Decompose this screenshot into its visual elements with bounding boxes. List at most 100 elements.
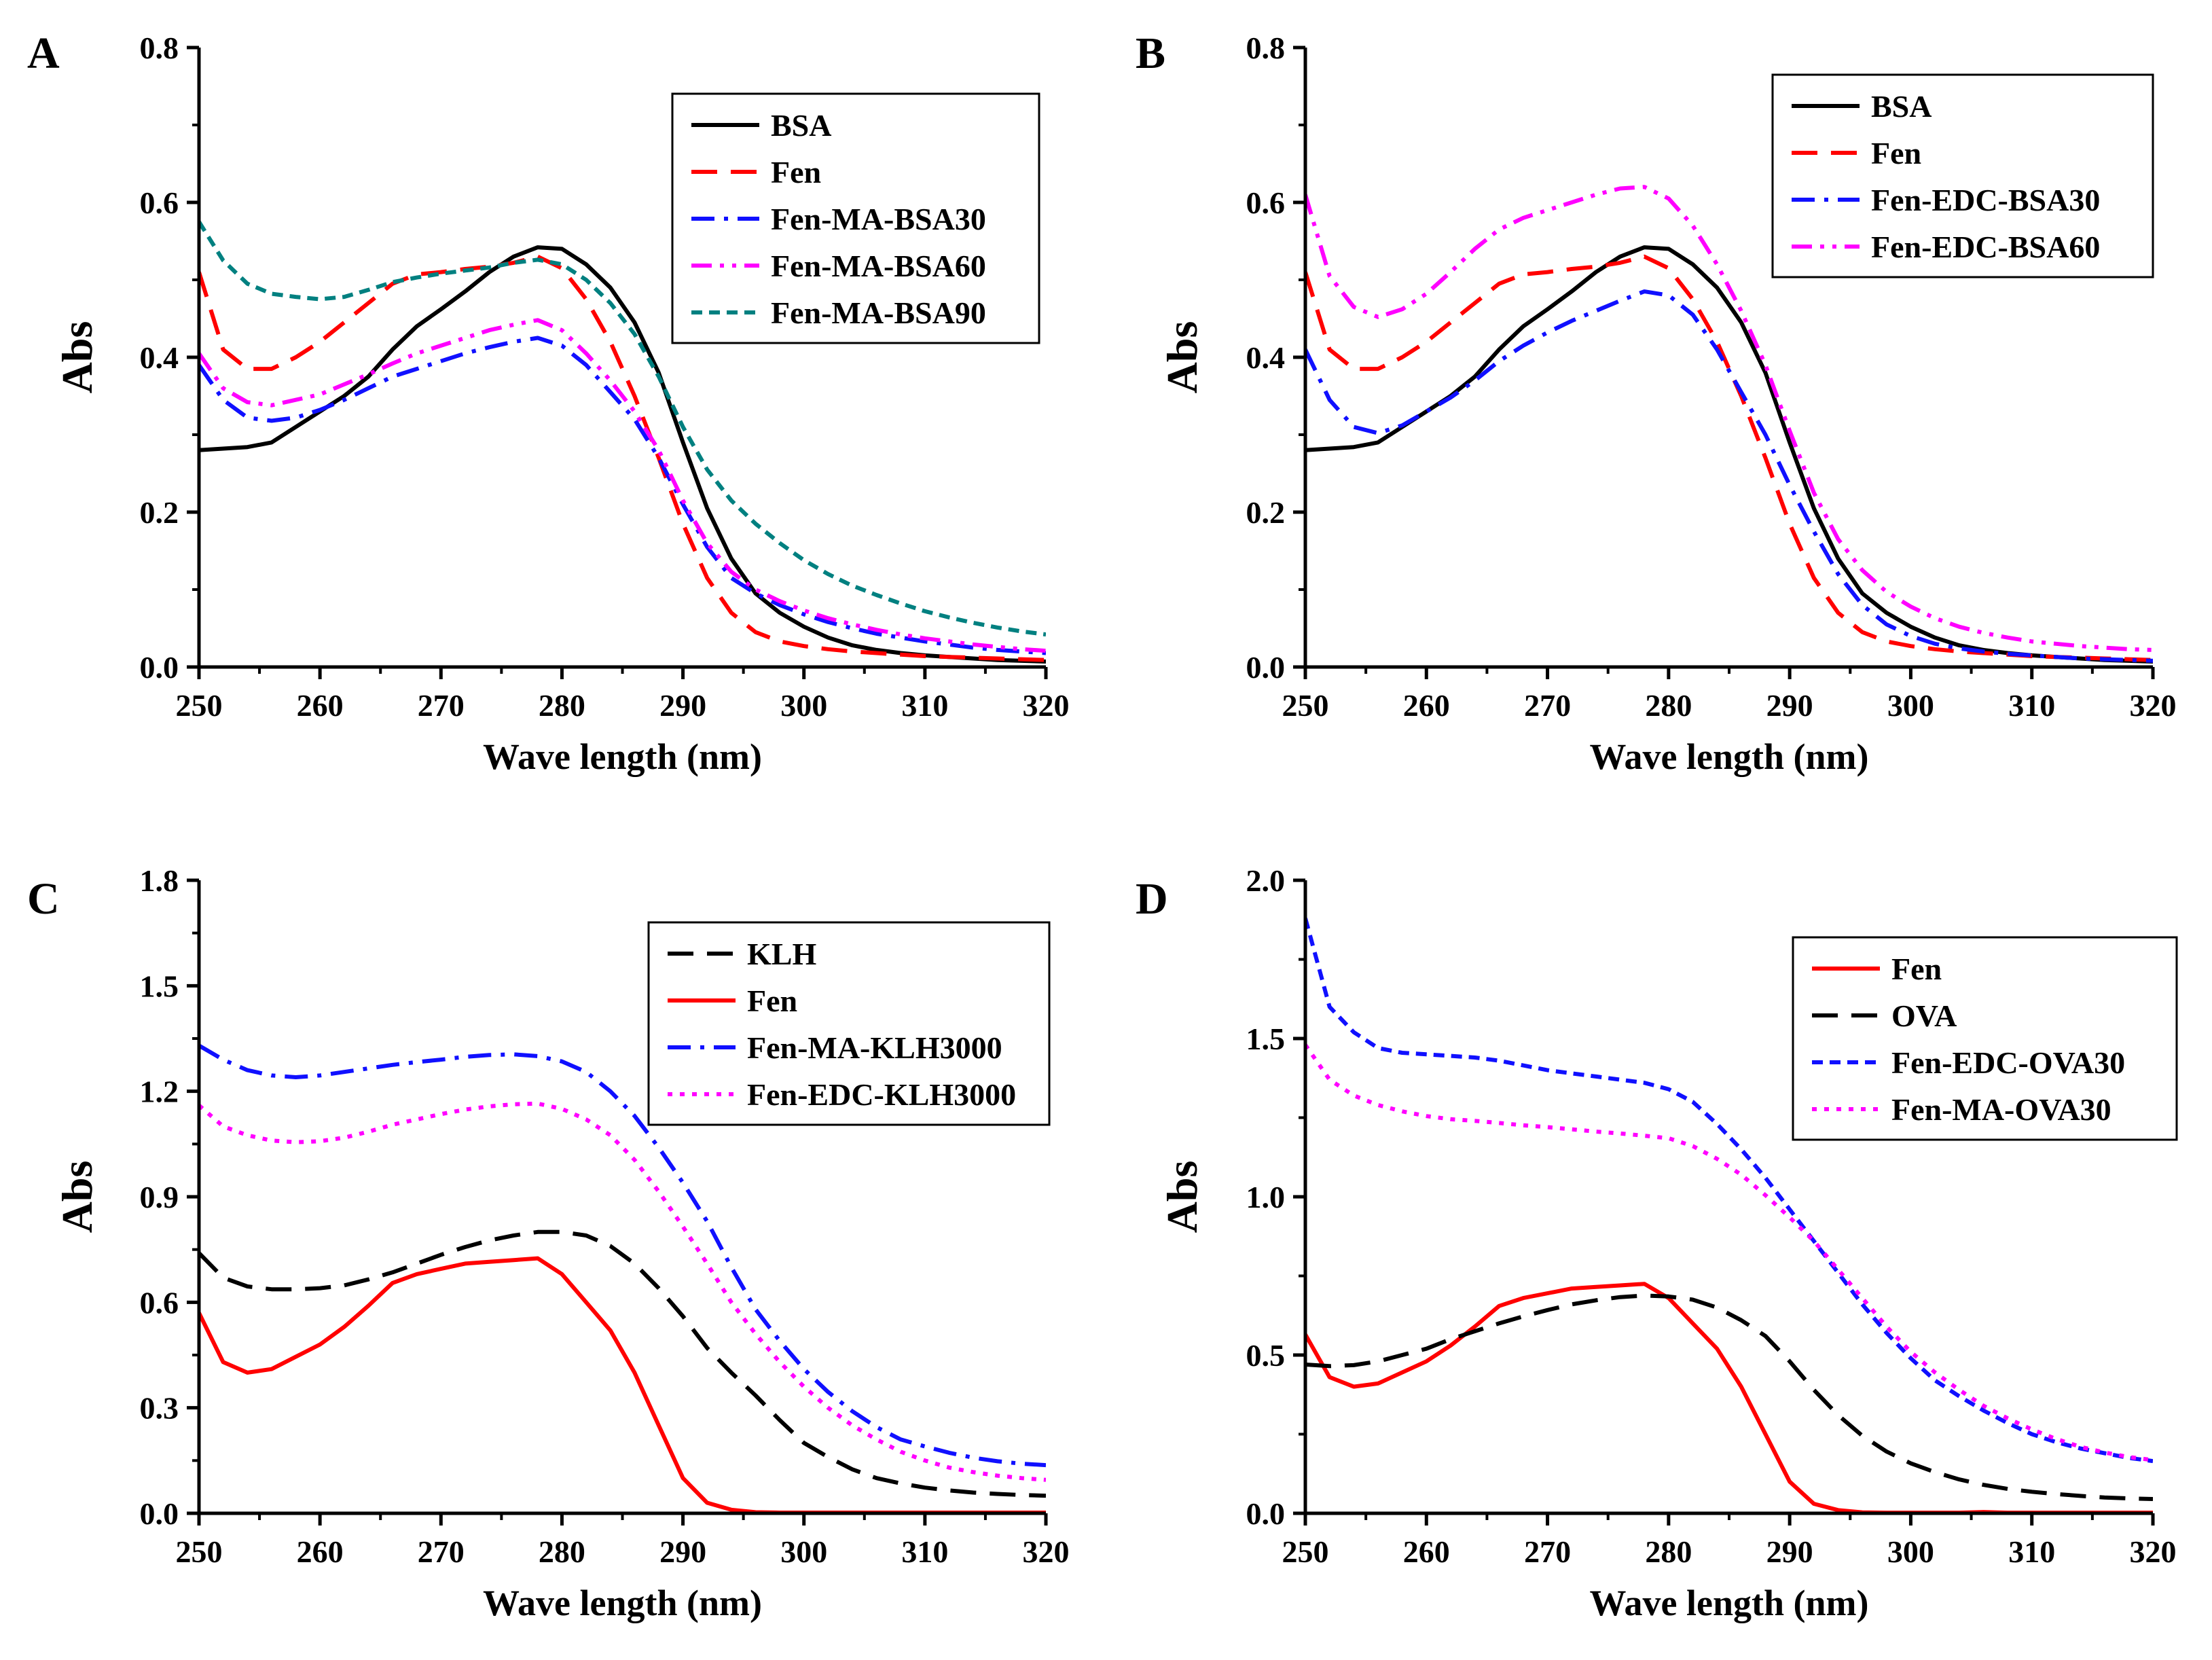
y-tick-label: 1.5 [1246, 1022, 1286, 1056]
x-tick-label: 290 [1766, 1534, 1813, 1569]
x-tick-label: 290 [1766, 688, 1813, 723]
x-tick-label: 300 [780, 1534, 827, 1569]
x-tick-label: 300 [1887, 688, 1934, 723]
series-line [199, 220, 1046, 637]
legend-label: Fen [747, 984, 797, 1018]
y-tick-label: 0.0 [140, 650, 179, 685]
x-tick-label: 290 [659, 688, 706, 723]
y-tick-label: 0.0 [140, 1496, 179, 1531]
x-tick-label: 260 [297, 688, 344, 723]
x-tick-label: 320 [1023, 688, 1070, 723]
y-tick-label: 0.6 [140, 185, 179, 220]
y-tick-label: 0.6 [140, 1285, 179, 1320]
x-tick-label: 280 [539, 688, 585, 723]
legend-label: Fen-MA-BSA60 [771, 249, 986, 283]
x-tick-label: 250 [176, 1534, 223, 1569]
x-tick-label: 310 [2008, 688, 2055, 723]
x-tick-label: 270 [418, 1534, 465, 1569]
y-axis-title: Abs [53, 321, 101, 394]
y-tick-label: 0.6 [1246, 185, 1286, 220]
y-tick-label: 0.4 [140, 340, 179, 375]
y-tick-label: 0.9 [140, 1180, 179, 1214]
series-line [1305, 1293, 2153, 1501]
legend-label: Fen-MA-BSA90 [771, 295, 986, 330]
y-tick-label: 1.2 [140, 1075, 179, 1109]
x-tick-label: 300 [1887, 1534, 1934, 1569]
x-axis-title: Wave length (nm) [483, 1583, 762, 1623]
y-tick-label: 0.0 [1246, 650, 1286, 685]
legend-label: BSA [771, 108, 831, 143]
series-line [199, 1043, 1046, 1468]
x-axis-title: Wave length (nm) [483, 736, 762, 777]
legend-label: BSA [1871, 89, 1932, 124]
series-line [1305, 289, 2153, 663]
legend-label: Fen-EDC-KLH3000 [747, 1077, 1016, 1112]
series-line [1305, 245, 2153, 664]
legend-box [671, 92, 1040, 344]
x-tick-label: 320 [2130, 1534, 2177, 1569]
y-tick-label: 0.8 [1246, 31, 1286, 65]
legend-label: Fen-MA-KLH3000 [747, 1030, 1002, 1065]
y-tick-label: 0.2 [1246, 495, 1286, 530]
series-line [1305, 185, 2153, 652]
legend-label: OVA [1891, 998, 1957, 1033]
x-axis-title: Wave length (nm) [1590, 1583, 1869, 1623]
y-tick-label: 0.8 [140, 31, 179, 65]
legend: BSA Fen Fen-EDC-BSA30 Fen-EDC-BSA60 [1771, 73, 2154, 278]
legend-label: KLH [747, 937, 816, 971]
x-tick-label: 290 [659, 1534, 706, 1569]
legend-box [1792, 936, 2178, 1141]
y-tick-label: 0.4 [1246, 340, 1286, 375]
legend-box [647, 921, 1051, 1126]
x-tick-label: 270 [1524, 688, 1571, 723]
y-tick-label: 0.0 [1246, 1496, 1286, 1531]
y-tick-label: 1.5 [140, 969, 179, 1003]
x-tick-label: 320 [2130, 688, 2177, 723]
x-tick-label: 250 [176, 688, 223, 723]
x-tick-label: 280 [1645, 1534, 1692, 1569]
panel-label: C [27, 874, 60, 924]
x-axis-title: Wave length (nm) [1590, 736, 1869, 777]
series-line [199, 254, 1046, 662]
y-tick-label: 1.8 [140, 863, 179, 898]
panel-c: C 250 260 270 280 290 300 310 320 0.0 0.3 0.6 0.9 1.2… [27, 863, 1070, 1623]
series-line [199, 336, 1046, 655]
series-line [199, 1101, 1046, 1482]
x-tick-label: 260 [1403, 688, 1450, 723]
x-tick-label: 250 [1282, 688, 1329, 723]
y-axis-title: Abs [53, 1161, 101, 1233]
x-tick-label: 310 [901, 688, 948, 723]
legend-label: Fen [1891, 952, 1942, 986]
series-line [199, 1229, 1046, 1498]
series-line [1305, 254, 2153, 662]
legend-label: Fen-EDC-OVA30 [1891, 1045, 2125, 1080]
legend-label: Fen [1871, 136, 1921, 170]
panel-d: D 250 260 270 280 290 300 310 320 0.0 0.5 1.0 1.5 2.0… [1136, 863, 2178, 1623]
legend-label: Fen-MA-OVA30 [1891, 1092, 2111, 1127]
legend-label: Fen-MA-BSA30 [771, 202, 986, 236]
legend-label: Fen [771, 155, 821, 190]
legend-box [1771, 73, 2154, 278]
y-tick-label: 0.2 [140, 495, 179, 530]
x-tick-label: 300 [780, 688, 827, 723]
y-axis-title: Abs [1158, 1161, 1206, 1233]
x-tick-label: 270 [1524, 1534, 1571, 1569]
legend: Fen OVA Fen-EDC-OVA30 Fen-MA-OVA30 [1792, 936, 2178, 1141]
x-tick-label: 310 [2008, 1534, 2055, 1569]
x-tick-label: 270 [418, 688, 465, 723]
y-tick-label: 1.0 [1246, 1180, 1286, 1214]
legend: KLH Fen Fen-MA-KLH3000 Fen-EDC-KLH3000 [647, 921, 1051, 1126]
series-line [1305, 1282, 2153, 1513]
panel-a: A 250 260 270 280 290 300 310 320 0.0 0.2 0.4 0.6 0.8… [27, 29, 1070, 777]
x-tick-label: 310 [901, 1534, 948, 1569]
y-axis-title: Abs [1158, 321, 1206, 394]
x-tick-label: 260 [1403, 1534, 1450, 1569]
panel-label: A [27, 29, 60, 78]
series-line [199, 1256, 1046, 1513]
legend-label: Fen-EDC-BSA60 [1871, 230, 2100, 264]
legend-label: Fen-EDC-BSA30 [1871, 183, 2100, 217]
y-tick-label: 0.5 [1246, 1338, 1286, 1373]
x-tick-label: 250 [1282, 1534, 1329, 1569]
y-tick-label: 2.0 [1246, 863, 1286, 898]
